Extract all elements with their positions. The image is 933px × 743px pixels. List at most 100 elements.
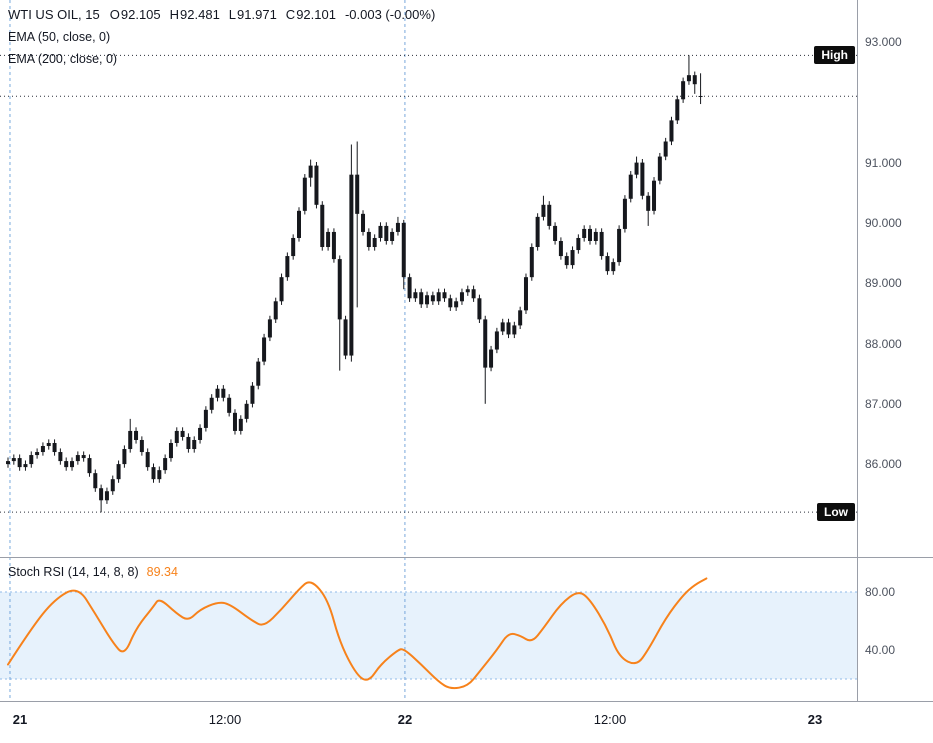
price-axis-divider bbox=[857, 0, 858, 701]
candle-body bbox=[390, 231, 395, 241]
candle-body bbox=[180, 430, 185, 437]
candle-body bbox=[355, 174, 360, 214]
candle-body bbox=[128, 430, 133, 450]
price-tick-label: 88.000 bbox=[865, 336, 902, 351]
candle-body bbox=[518, 310, 523, 326]
stoch-tick-label: 40.00 bbox=[865, 643, 896, 657]
candle-body bbox=[11, 458, 16, 462]
symbol-title[interactable]: WTI US OIL, 15 bbox=[8, 7, 100, 22]
candle-body bbox=[611, 262, 616, 272]
candle-body bbox=[297, 210, 301, 238]
candle-body bbox=[372, 237, 377, 248]
candle-body bbox=[471, 289, 476, 299]
candle-body bbox=[279, 277, 284, 302]
candle-body bbox=[588, 228, 592, 241]
candle-body bbox=[174, 430, 179, 443]
candle-body bbox=[6, 461, 10, 465]
candle-body bbox=[291, 237, 296, 257]
candle-body bbox=[634, 162, 639, 175]
symbol-row[interactable]: WTI US OIL, 15 O92.105 H92.481 L91.971 C92.1… bbox=[8, 4, 439, 26]
candle-body bbox=[203, 409, 208, 428]
candle-body bbox=[663, 141, 668, 157]
high-label: H bbox=[169, 7, 180, 22]
candle-body bbox=[564, 256, 569, 266]
candle-body bbox=[64, 461, 69, 468]
candle-body bbox=[646, 195, 651, 211]
price-tick-label: 90.000 bbox=[865, 215, 902, 230]
price-tick-label: 93.000 bbox=[865, 35, 902, 49]
candle-body bbox=[529, 247, 534, 278]
candle-body bbox=[692, 75, 697, 85]
time-axis-label: 12:00 bbox=[593, 712, 627, 727]
time-axis-label: 23 bbox=[807, 712, 823, 727]
candle-body bbox=[308, 165, 313, 178]
candle-body bbox=[58, 452, 63, 462]
stoch-rsi-pane[interactable]: Stoch RSI (14, 14, 8, 8) 89.34 bbox=[0, 557, 857, 701]
candle-body bbox=[483, 319, 488, 368]
time-axis[interactable]: 21 12:00 22 12:00 23 bbox=[0, 701, 933, 743]
candle-body bbox=[454, 301, 459, 308]
candle-body bbox=[622, 198, 627, 229]
main-price-pane[interactable]: WTI US OIL, 15 O92.105 H92.481 L91.971 C92.1… bbox=[0, 0, 857, 557]
candle-body bbox=[17, 458, 22, 468]
candle-body bbox=[558, 240, 563, 257]
candle-body bbox=[267, 319, 272, 338]
stoch-legend[interactable]: Stoch RSI (14, 14, 8, 8) 89.34 bbox=[8, 565, 178, 579]
candle-body bbox=[99, 488, 104, 501]
candle-body bbox=[163, 458, 168, 471]
candle-body bbox=[93, 473, 98, 489]
candle-body bbox=[198, 427, 203, 440]
candle-body bbox=[244, 403, 249, 419]
high-value: 92.481 bbox=[180, 7, 220, 22]
candle-body bbox=[448, 298, 453, 308]
candle-body bbox=[256, 361, 261, 386]
close-label: C bbox=[285, 7, 296, 22]
indicator-ema50[interactable]: EMA (50, close, 0) bbox=[8, 30, 111, 44]
candle-body bbox=[302, 177, 307, 211]
candle-body bbox=[232, 412, 237, 431]
candle-body bbox=[465, 289, 470, 293]
time-axis-label: 12:00 bbox=[208, 712, 242, 727]
candle-body bbox=[384, 225, 389, 241]
candle-body bbox=[46, 442, 51, 447]
candle-body bbox=[686, 75, 691, 82]
candlestick-chart-canvas[interactable] bbox=[0, 0, 857, 557]
open-label: O bbox=[109, 7, 120, 22]
low-marker-badge: Low bbox=[817, 503, 855, 522]
candle-body bbox=[570, 250, 575, 266]
indicator-ema200[interactable]: EMA (200, close, 0) bbox=[8, 52, 118, 66]
time-axis-label: 21 bbox=[12, 712, 28, 727]
candle-body bbox=[640, 162, 645, 196]
candle-body bbox=[395, 222, 400, 232]
candle-body bbox=[110, 479, 115, 492]
price-tick-label: 89.000 bbox=[865, 276, 902, 291]
candle-body bbox=[378, 225, 383, 238]
candle-body bbox=[419, 292, 424, 305]
candle-body bbox=[134, 430, 139, 440]
candle-body bbox=[500, 322, 505, 332]
candle-body bbox=[547, 204, 552, 226]
candle-body bbox=[459, 292, 464, 302]
price-tick-label: 87.000 bbox=[865, 396, 902, 411]
candle-body bbox=[617, 228, 622, 263]
candle-body bbox=[494, 331, 499, 350]
close-value: 92.101 bbox=[296, 7, 336, 22]
candle-body bbox=[523, 277, 528, 311]
candle-body bbox=[436, 292, 441, 302]
stoch-title[interactable]: Stoch RSI (14, 14, 8, 8) bbox=[8, 565, 139, 579]
stoch-rsi-canvas[interactable] bbox=[0, 557, 857, 701]
candle-body bbox=[215, 388, 220, 398]
pane-divider[interactable] bbox=[0, 557, 933, 558]
candle-body bbox=[675, 99, 680, 121]
candle-body bbox=[250, 385, 255, 404]
candle-body bbox=[145, 452, 150, 468]
price-axis[interactable]: 93.000 91.000 90.000 89.000 88.000 87.000 86.0… bbox=[857, 0, 933, 701]
candle-body bbox=[535, 216, 540, 248]
candle-body bbox=[320, 204, 325, 248]
candle-body bbox=[87, 458, 92, 474]
candle-body bbox=[506, 322, 511, 335]
candle-body bbox=[35, 452, 40, 456]
candle-body bbox=[157, 470, 162, 480]
candle-body bbox=[657, 156, 662, 181]
candle-body bbox=[238, 418, 243, 431]
